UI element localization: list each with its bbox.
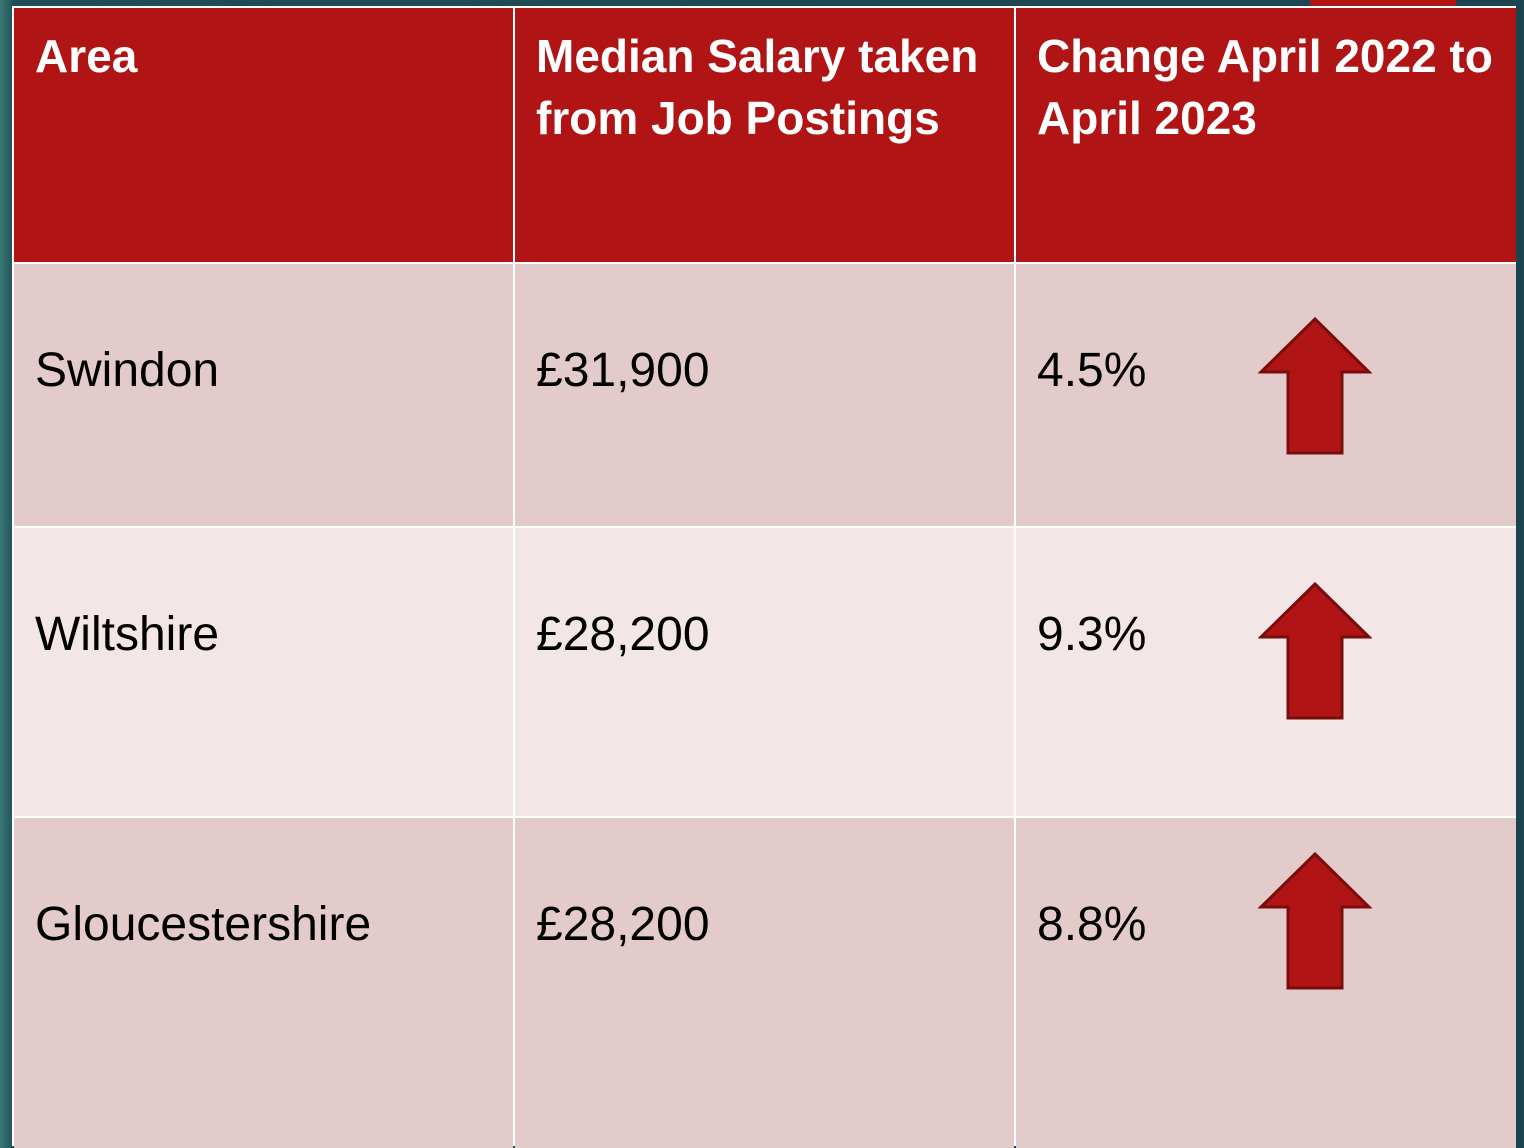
table-cell: £31,900 — [515, 264, 1014, 526]
table-cell: Swindon — [14, 264, 513, 526]
table-cell: £28,200 — [515, 818, 1014, 1148]
header-cell: Area — [14, 8, 513, 262]
table-cell: Gloucestershire — [14, 818, 513, 1148]
arrow-shape — [1258, 852, 1372, 990]
table-cell: 4.5% — [1016, 264, 1516, 526]
table-cell: £28,200 — [515, 528, 1014, 816]
up-arrow — [1258, 852, 1372, 990]
table-cell: 8.8% — [1016, 818, 1516, 1148]
header-cell: Median Salary taken from Job Postings — [515, 8, 1014, 262]
up-arrow — [1258, 582, 1372, 720]
arrow-shape — [1258, 582, 1372, 720]
decoration — [1310, 0, 1456, 8]
up-arrow — [1258, 317, 1372, 455]
table-cell: 9.3% — [1016, 528, 1516, 816]
header-cell: Change April 2022 to April 2023 — [1016, 8, 1516, 262]
arrow-shape — [1258, 317, 1372, 455]
table-cell: Wiltshire — [14, 528, 513, 816]
table: Area Median Salary taken from Job Posting… — [12, 6, 1516, 1148]
